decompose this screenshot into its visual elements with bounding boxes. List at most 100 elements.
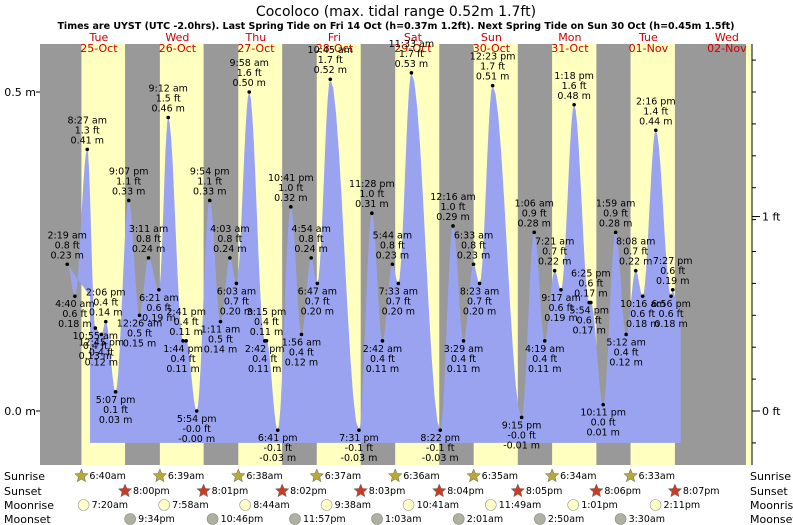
tide-curve <box>67 72 681 443</box>
tide-m-label: 0.12 m <box>285 357 318 368</box>
row-label-right: Sunset <box>750 485 788 498</box>
tide-time-label: 3:15 pm <box>247 307 287 318</box>
tide-point <box>99 332 104 337</box>
tide-m-label: 0.11 m <box>447 364 480 375</box>
tide-m-label: 0.11 m <box>248 364 281 375</box>
sunrise-icon <box>309 468 325 483</box>
tide-m-label: 0.11 m <box>250 327 283 338</box>
tide-point <box>370 211 374 216</box>
tide-time-label: 12:16 am <box>430 192 475 203</box>
tide-m-label: 0.22 m <box>619 257 652 268</box>
moonset-icon <box>124 513 136 525</box>
tide-time-label: 4:03 am <box>210 224 249 235</box>
tide-ft-label: 0.4 ft <box>614 347 639 358</box>
tide-m-label: 0.12 m <box>609 357 642 368</box>
day-labels: Tue25-OctWed26-OctThu27-OctFri28-OctSat2… <box>80 31 747 55</box>
tide-m-label: 0.33 m <box>193 186 226 197</box>
tide-time-label: 2:16 pm <box>636 96 676 107</box>
tide-point <box>247 90 252 94</box>
tide-point <box>181 339 185 343</box>
day-date: 02-Nov <box>707 42 747 55</box>
day-band <box>746 44 752 465</box>
tide-point <box>601 402 605 407</box>
tide-m-label: 0.12 m <box>85 357 118 368</box>
tide-ft-label: 1.5 ft <box>156 94 181 105</box>
tide-m-label: 0.18 m <box>58 319 91 330</box>
tide-point <box>146 256 151 260</box>
tide-ft-label: 0.8 ft <box>217 234 242 245</box>
tide-m-label: 0.20 m <box>301 306 334 317</box>
tide-time-label: 9:07 pm <box>109 166 149 177</box>
tide-point <box>299 332 304 337</box>
day-date: 27-Oct <box>237 42 275 55</box>
tide-m-label: -0.01 m <box>503 440 540 451</box>
tide-point <box>103 319 108 324</box>
moonset-time: 2:50am <box>548 514 584 525</box>
day-weekday: Thu <box>245 31 267 44</box>
tide-m-label: -0.03 m <box>341 453 378 464</box>
tide-m-label: 0.11 m <box>166 364 199 375</box>
sunset-icon <box>510 483 526 498</box>
tide-point <box>490 83 495 88</box>
tide-m-label: 0.22 m <box>538 257 571 268</box>
tide-m-label: -0.03 m <box>422 453 459 464</box>
tide-m-label: 0.48 m <box>557 91 590 102</box>
tide-time-label: 11:28 pm <box>349 179 395 190</box>
tide-point <box>184 339 188 343</box>
day-weekday: Tue <box>88 31 108 44</box>
tide-time-label: 8:23 am <box>460 286 499 297</box>
moonrise-time: 7:58am <box>172 500 208 511</box>
tide-m-label: 0.20 m <box>463 306 496 317</box>
tide-m-label: 0.11 m <box>169 327 202 338</box>
tide-ft-label: 1.1 ft <box>197 176 222 187</box>
moonrise-time: 8:44am <box>253 500 289 511</box>
tide-time-label: 6:56 pm <box>651 299 691 310</box>
tide-m-label: 0.23 m <box>376 250 409 261</box>
day-date: 28-Oct <box>316 42 354 55</box>
tide-time-label: 5:54 pm <box>177 414 217 425</box>
tide-ft-label: 0.4 ft <box>254 317 279 328</box>
sunrise-icon <box>152 468 168 483</box>
tide-ft-label: 1.6 ft <box>562 81 587 92</box>
sunset-icon <box>667 483 683 498</box>
tide-point <box>471 262 476 267</box>
tide-time-label: 5:54 pm <box>569 306 609 317</box>
tide-m-label: 0.17 m <box>574 289 607 300</box>
tide-time-label: 4:19 am <box>525 344 564 355</box>
tide-point <box>166 115 171 120</box>
tide-ft-label: 1.0 ft <box>440 202 465 213</box>
tide-point <box>275 428 280 432</box>
tide-ft-label: 0.4 ft <box>93 298 118 309</box>
tide-ft-label: 0.6 ft <box>577 316 602 327</box>
day-date: 31-Oct <box>551 42 589 55</box>
tide-m-label: 0.33 m <box>112 186 145 197</box>
moonset-icon <box>289 513 301 525</box>
tide-time-label: 6:21 am <box>139 293 178 304</box>
tide-m-label: 0.11 m <box>528 364 561 375</box>
tide-point <box>624 332 628 337</box>
tide-m-label: 0.11 m <box>366 364 399 375</box>
tide-ft-label: 1.0 ft <box>278 183 303 194</box>
tide-point <box>461 339 466 343</box>
tide-ft-label: 0.7 ft <box>305 296 330 307</box>
tide-point <box>653 128 658 133</box>
tide-time-label: 10:45 am <box>308 45 353 56</box>
tide-time-label: 8:27 am <box>68 115 107 126</box>
day-weekday: Sun <box>481 31 502 44</box>
tide-point <box>669 294 673 298</box>
tide-m-label: 0.24 m <box>132 244 165 255</box>
sunset-time: 8:03pm <box>369 486 406 497</box>
tide-point <box>451 224 455 228</box>
tide-time-label: 1:56 am <box>282 337 321 348</box>
tide-ft-label: -0.1 ft <box>345 443 374 454</box>
tide-time-label: 8:22 pm <box>420 433 460 444</box>
moonset-time: 11:57pm <box>303 514 346 525</box>
tide-time-label: 6:33 am <box>454 230 493 241</box>
tide-time-label: 9:54 pm <box>190 166 230 177</box>
tide-m-label: 0.14 m <box>204 345 237 356</box>
day-date: 25-Oct <box>80 42 118 55</box>
sunrise-icon <box>74 468 89 483</box>
tide-ft-label: 0.6 ft <box>62 309 87 320</box>
tide-time-label: 9:17 am <box>541 293 580 304</box>
